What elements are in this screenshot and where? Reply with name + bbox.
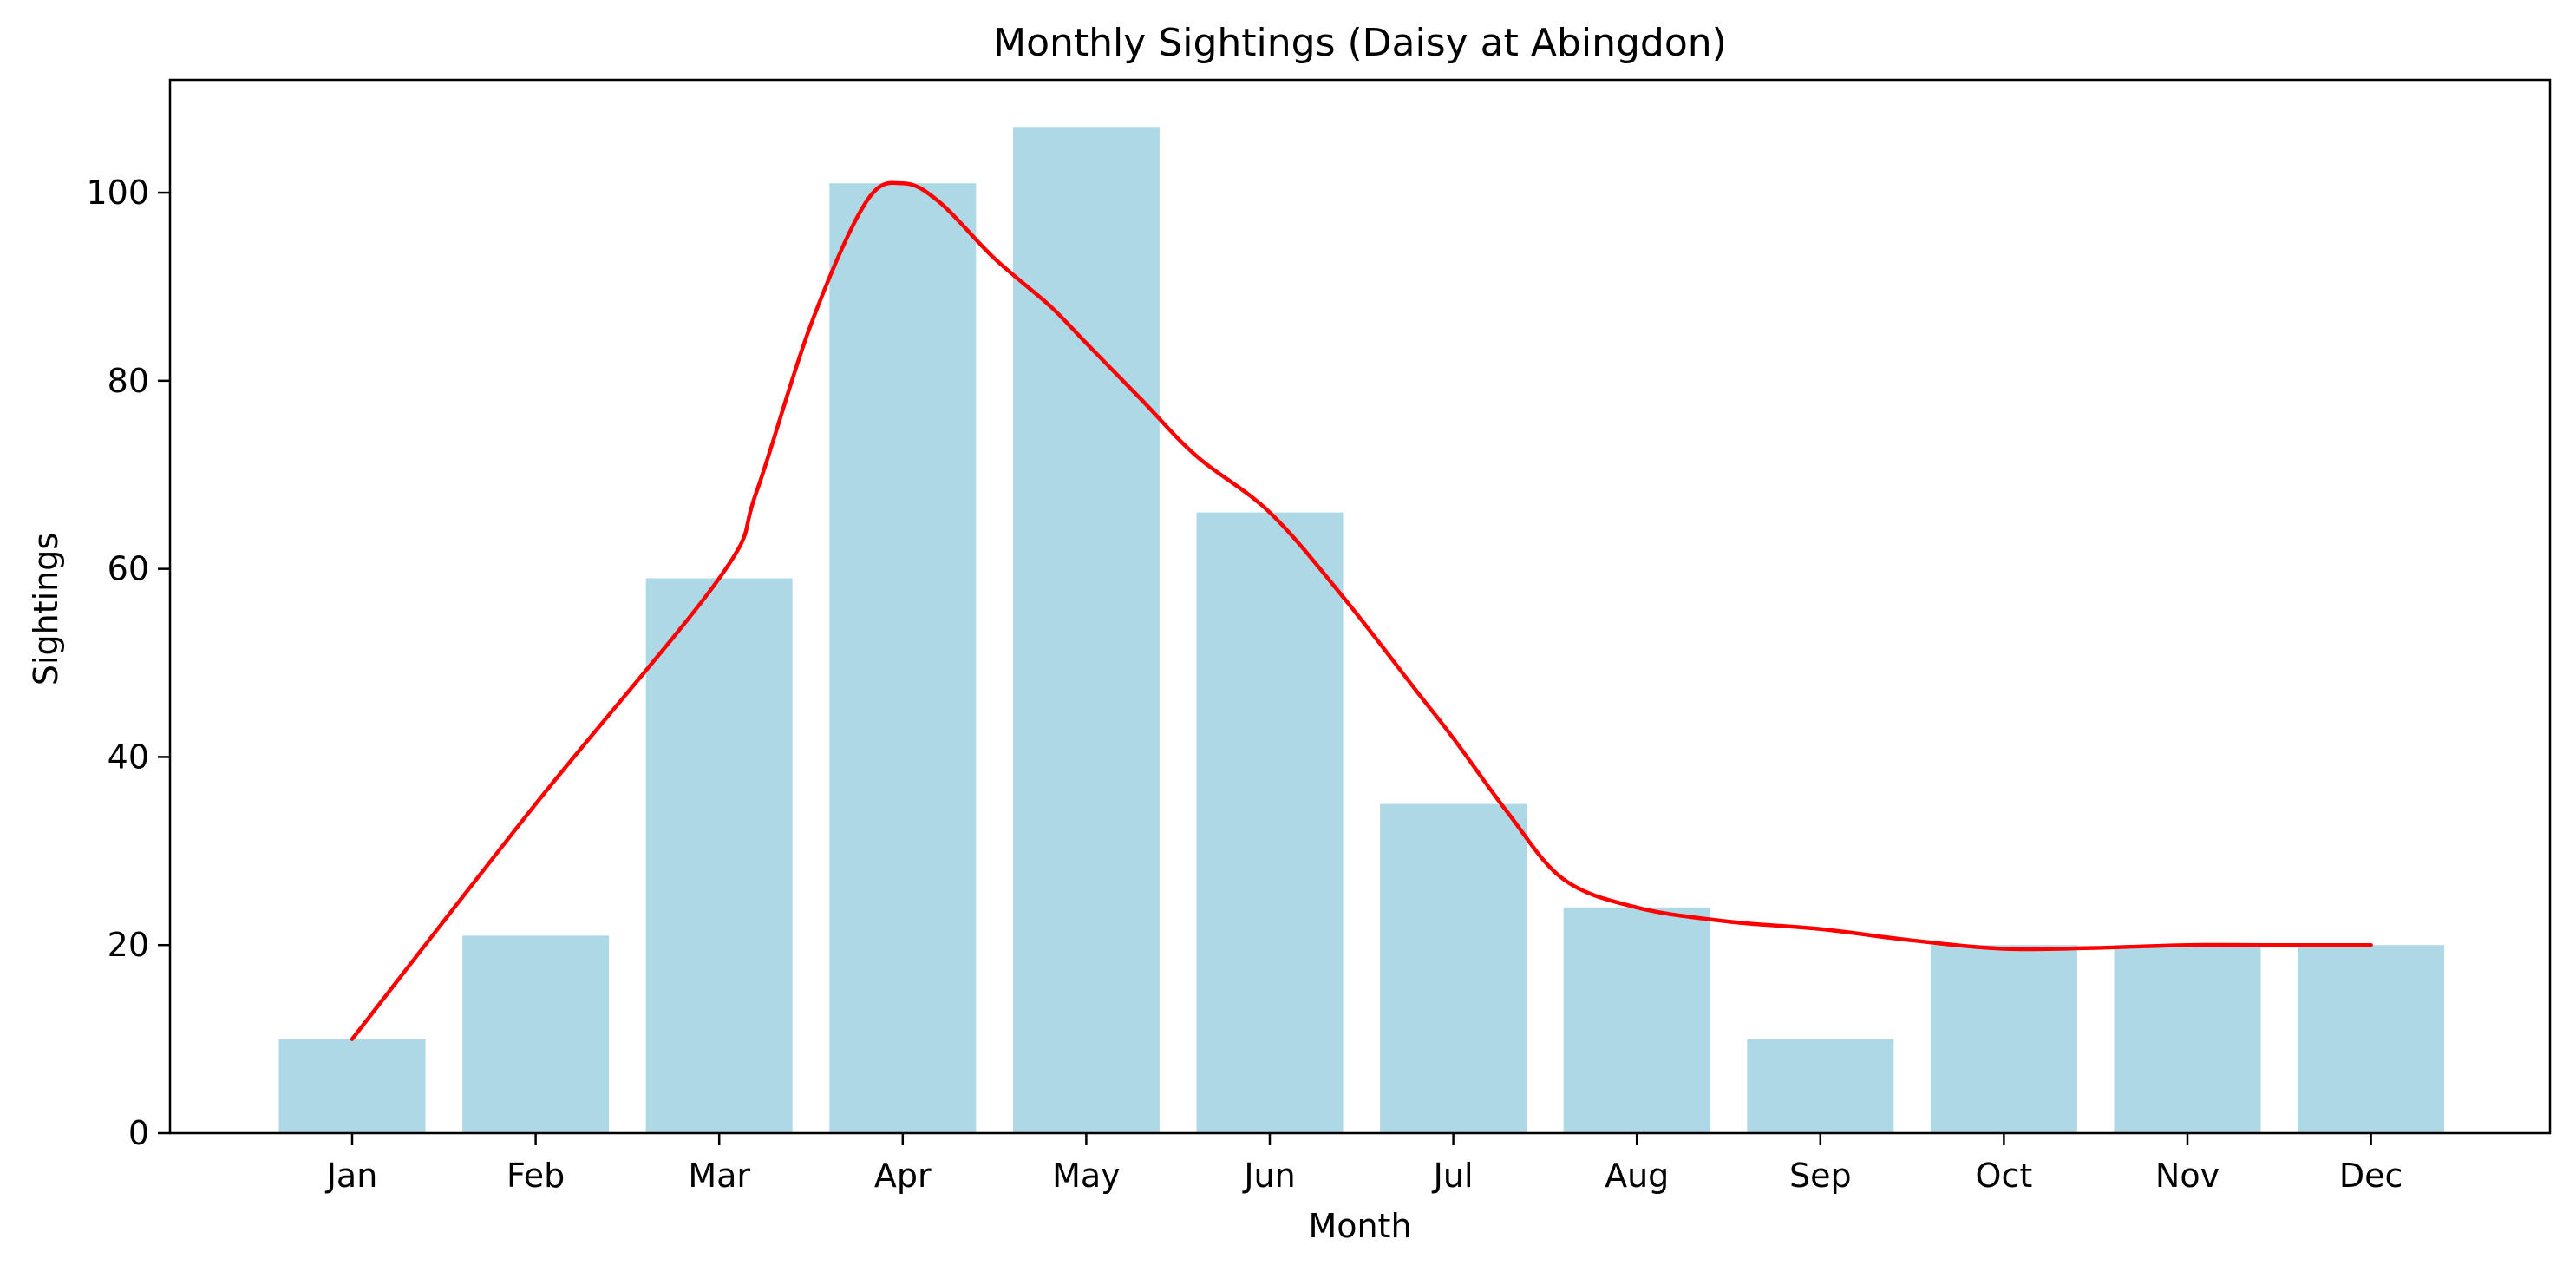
y-tick-label: 0 bbox=[128, 1114, 149, 1152]
x-tick-label-jan: Jan bbox=[325, 1157, 378, 1195]
y-tick-label: 20 bbox=[108, 926, 149, 964]
y-axis-label: Sightings bbox=[27, 533, 65, 685]
bar-may bbox=[1012, 127, 1160, 1134]
x-tick-label-sep: Sep bbox=[1789, 1157, 1852, 1195]
plot-frame bbox=[168, 78, 2552, 1135]
chart-title: Monthly Sightings (Daisy at Abingdon) bbox=[993, 21, 1727, 65]
x-tick-label-nov: Nov bbox=[2155, 1157, 2220, 1195]
bar-dec bbox=[2298, 945, 2445, 1133]
bar-nov bbox=[2114, 945, 2261, 1133]
bar-sep bbox=[1747, 1039, 1894, 1133]
x-axis-label: Month bbox=[1308, 1207, 1411, 1245]
y-tick-label: 80 bbox=[108, 362, 149, 400]
bar-jan bbox=[278, 1039, 426, 1133]
bar-jun bbox=[1196, 512, 1344, 1133]
x-tick-label-jun: Jun bbox=[1242, 1157, 1295, 1195]
bar-jul bbox=[1380, 803, 1527, 1133]
x-tick-label-mar: Mar bbox=[688, 1157, 750, 1195]
y-axis-ticks: 0 20 40 60 80 100 bbox=[86, 174, 170, 1152]
bar-aug bbox=[1563, 907, 1710, 1133]
x-tick-label-aug: Aug bbox=[1605, 1157, 1669, 1195]
x-tick-label-apr: Apr bbox=[874, 1157, 932, 1195]
trend-line bbox=[350, 180, 2373, 1041]
bar-apr bbox=[829, 183, 977, 1133]
x-tick-label-feb: Feb bbox=[507, 1157, 565, 1195]
bar-oct bbox=[1930, 945, 2077, 1133]
x-tick-label-jul: Jul bbox=[1432, 1157, 1474, 1195]
y-tick-label: 60 bbox=[108, 550, 149, 588]
x-tick-label-may: May bbox=[1052, 1157, 1121, 1195]
x-axis-ticks: Jan Feb Mar Apr May Jun Jul Aug Sep Oct Nov Dec bbox=[325, 1133, 2403, 1195]
bars bbox=[278, 127, 2445, 1134]
x-tick-label-oct: Oct bbox=[1976, 1157, 2033, 1195]
x-tick-label-dec: Dec bbox=[2339, 1157, 2403, 1195]
trend-line-group bbox=[350, 180, 2373, 1041]
y-tick-label: 40 bbox=[108, 738, 149, 776]
y-tick-label: 100 bbox=[86, 174, 149, 212]
bar-mar bbox=[645, 578, 793, 1133]
bar-feb bbox=[462, 935, 610, 1133]
